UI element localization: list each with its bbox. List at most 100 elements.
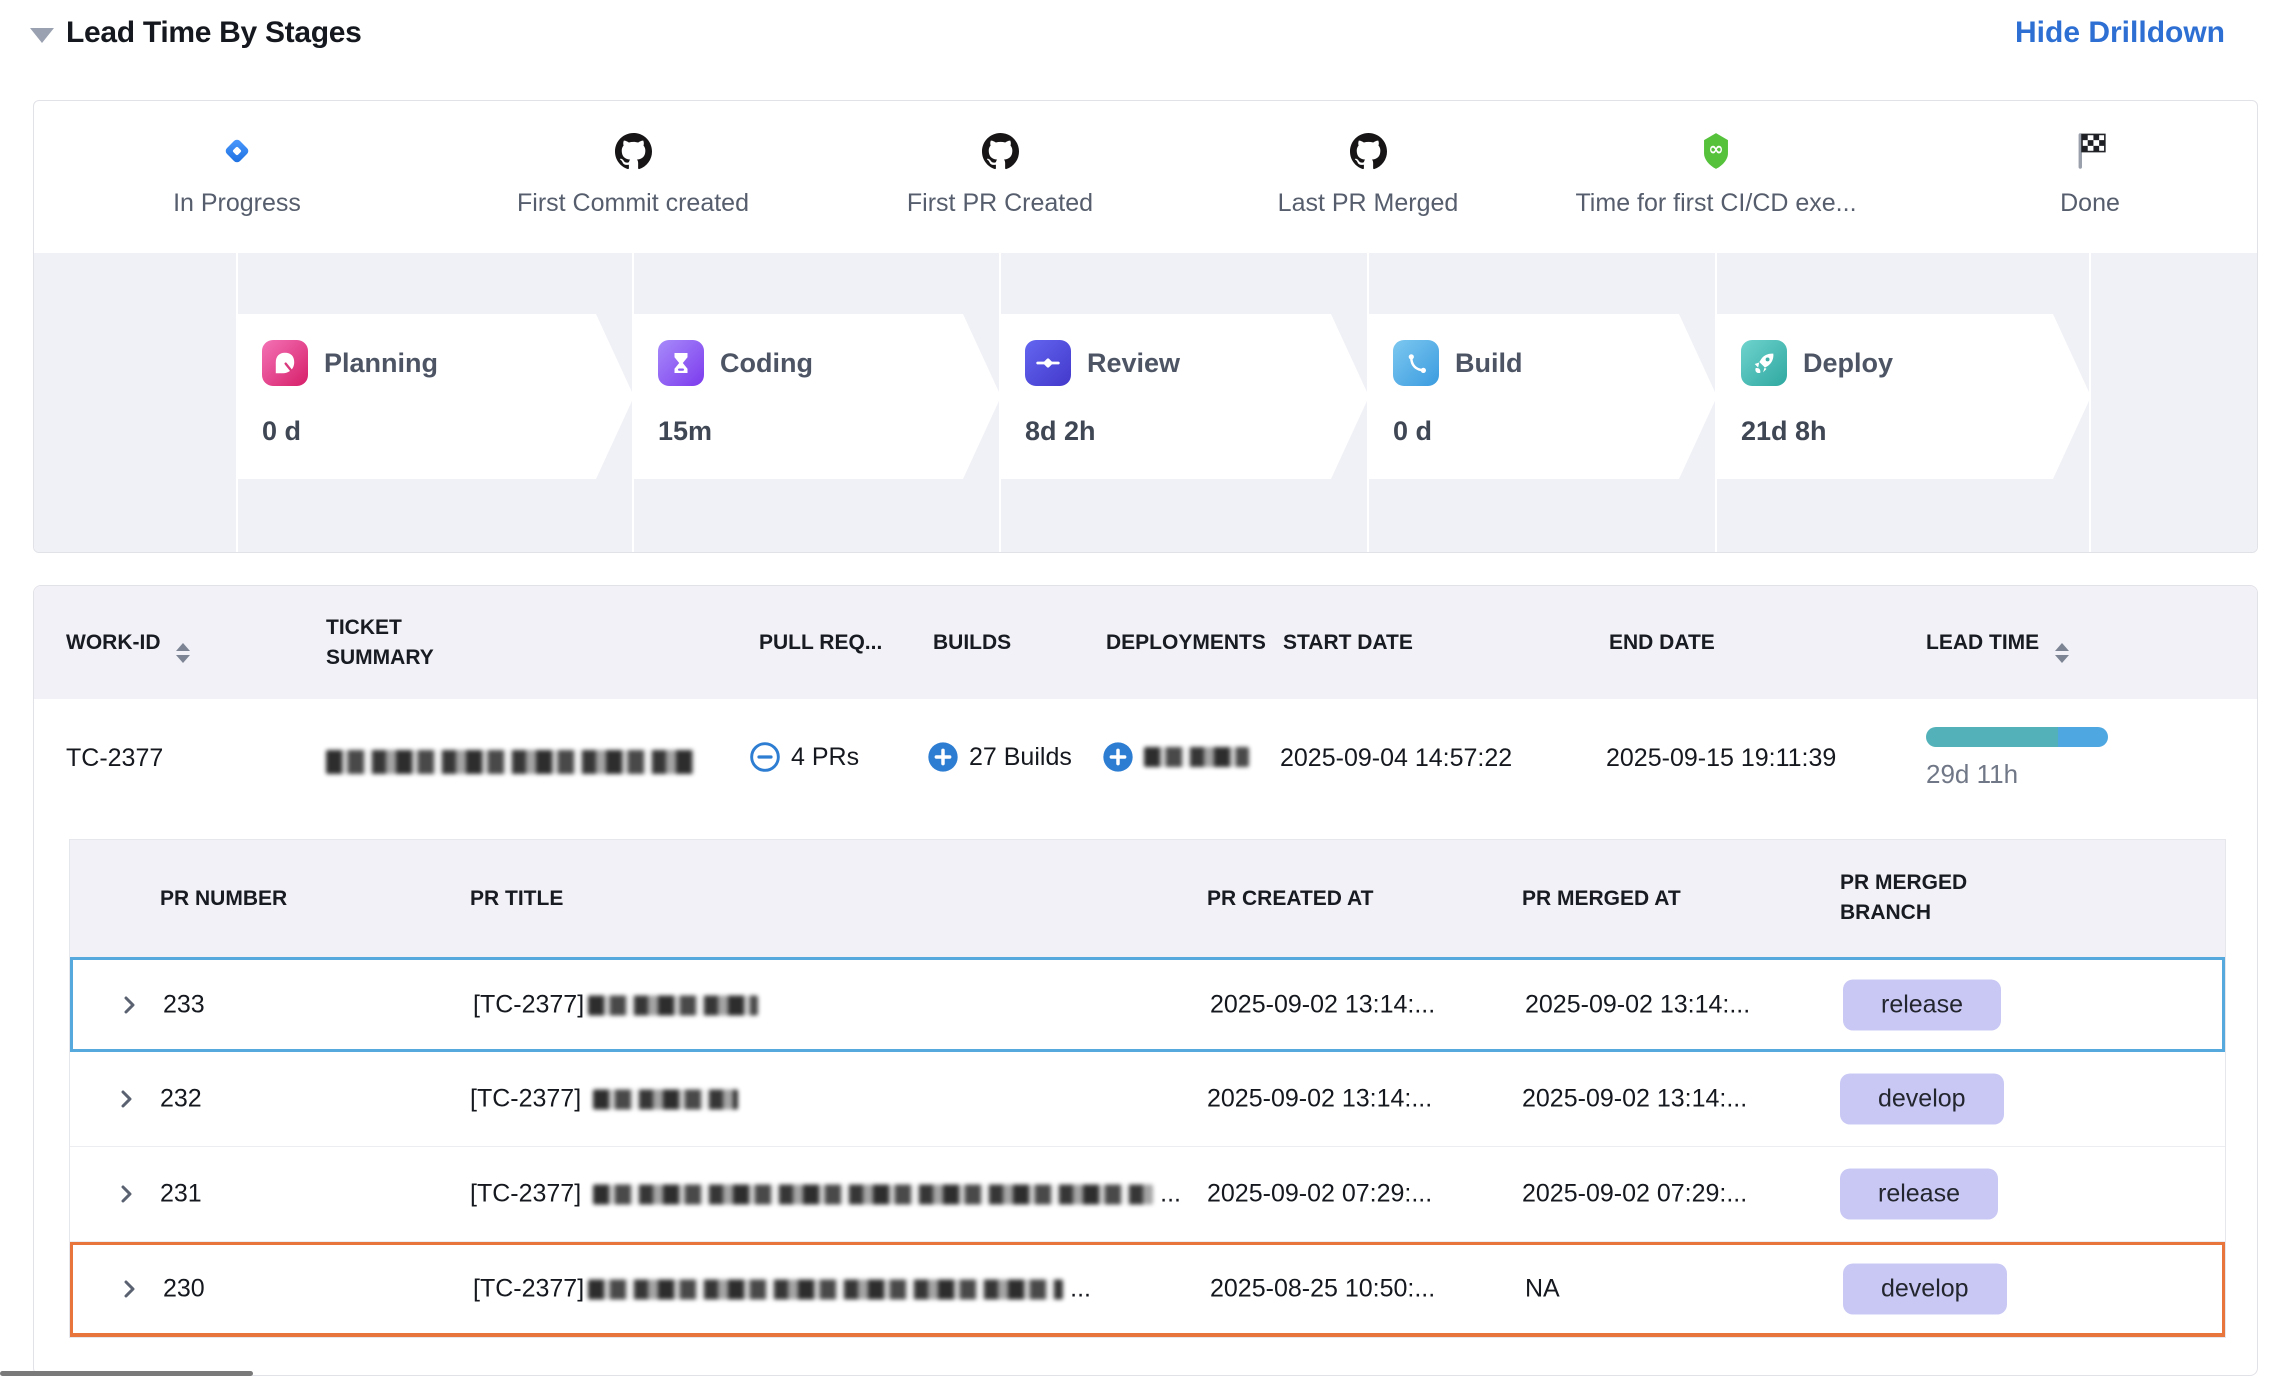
deploy-icon bbox=[1741, 340, 1787, 386]
finish-flag-icon bbox=[2074, 131, 2106, 171]
column-header-pr-merged-at: PR MERGED AT bbox=[1522, 884, 1681, 914]
stage-duration: 0 d bbox=[262, 416, 634, 447]
milestone-first-commit: First Commit created bbox=[423, 131, 843, 218]
lead-time-stages-panel: In Progress First Commit created First P… bbox=[33, 100, 2258, 553]
milestone-first-pr: First PR Created bbox=[790, 131, 1210, 218]
stage-duration: 15m bbox=[658, 416, 1001, 447]
pr-merged-at: 2025-09-02 07:29:... bbox=[1522, 1180, 1747, 1209]
milestone-cicd: ∞ Time for first CI/CD exe... bbox=[1506, 131, 1926, 218]
minus-circle-icon bbox=[749, 741, 781, 773]
column-header-pr-merged-branch: PR MERGED BRANCH bbox=[1840, 868, 2010, 928]
milestone-guide-line bbox=[999, 253, 1001, 552]
github-icon bbox=[1350, 131, 1387, 171]
pr-row-233[interactable]: 233 [TC-2377] 2025-09-02 13:14:... 2025-… bbox=[70, 957, 2225, 1052]
pr-merged-branch-badge: release bbox=[1840, 1169, 1998, 1220]
pr-title: [TC-2377] bbox=[473, 990, 758, 1019]
pr-created-at: 2025-09-02 13:14:... bbox=[1207, 1085, 1432, 1114]
milestone-guide-line bbox=[1367, 253, 1369, 552]
milestone-guide-line bbox=[2089, 253, 2091, 552]
pr-merged-at: 2025-09-02 13:14:... bbox=[1522, 1085, 1747, 1114]
ticket-summary-redacted bbox=[326, 747, 694, 776]
pr-number: 233 bbox=[163, 990, 205, 1019]
start-date-value: 2025-09-04 14:57:22 bbox=[1280, 744, 1512, 773]
milestone-guide-line bbox=[632, 253, 634, 552]
github-icon bbox=[982, 131, 1019, 171]
plus-circle-icon bbox=[927, 741, 959, 773]
column-header-work-id: WORK-ID bbox=[66, 628, 190, 663]
stage-duration: 8d 2h bbox=[1025, 416, 1369, 447]
deployments-redacted bbox=[1144, 747, 1249, 767]
column-header-pr-title: PR TITLE bbox=[470, 884, 563, 914]
work-id-value: TC-2377 bbox=[66, 744, 163, 773]
collapse-triangle-icon[interactable] bbox=[30, 28, 54, 43]
pr-merged-branch-badge: develop bbox=[1843, 1264, 2007, 1315]
jira-status-icon bbox=[218, 131, 256, 171]
stage-card-coding: Coding 15m bbox=[634, 314, 1001, 479]
stages-track: Planning 0 d Coding 15m bbox=[34, 253, 2257, 552]
github-icon bbox=[615, 131, 652, 171]
lead-time-cell: 29d 11h bbox=[1926, 727, 2108, 790]
pr-number: 232 bbox=[160, 1085, 202, 1114]
stage-duration: 21d 8h bbox=[1741, 416, 2091, 447]
pr-row-232[interactable]: 232 [TC-2377] 2025-09-02 13:14:... 2025-… bbox=[70, 1052, 2225, 1147]
section-header: Lead Time By Stages Hide Drilldown bbox=[30, 14, 2225, 60]
column-header-pr-number: PR NUMBER bbox=[160, 884, 287, 914]
hide-drilldown-link[interactable]: Hide Drilldown bbox=[2015, 16, 2225, 50]
cicd-icon: ∞ bbox=[1699, 131, 1733, 171]
column-header-deployments: DEPLOYMENTS bbox=[1106, 628, 1266, 658]
stage-card-build: Build 0 d bbox=[1369, 314, 1717, 479]
stage-card-planning: Planning 0 d bbox=[238, 314, 634, 479]
deployments-toggle[interactable] bbox=[1102, 741, 1249, 773]
column-header-lead-time: LEAD TIME bbox=[1926, 628, 2069, 663]
planning-icon bbox=[262, 340, 308, 386]
sort-work-id-button[interactable] bbox=[176, 643, 190, 663]
svg-text:∞: ∞ bbox=[1708, 139, 1723, 160]
plus-circle-icon bbox=[1102, 741, 1134, 773]
column-header-builds: BUILDS bbox=[933, 628, 1011, 658]
pr-merged-branch-badge: release bbox=[1843, 979, 2001, 1030]
column-header-start-date: START DATE bbox=[1283, 628, 1413, 658]
column-header-pr-created-at: PR CREATED AT bbox=[1207, 884, 1373, 914]
pr-merged-branch-badge: develop bbox=[1840, 1074, 2004, 1125]
lead-bar-teal-segment bbox=[1926, 727, 2058, 747]
milestone-guide-line bbox=[1715, 253, 1717, 552]
sort-lead-time-button[interactable] bbox=[2055, 643, 2069, 663]
pr-title: [TC-2377] ... bbox=[473, 1275, 1091, 1304]
stage-card-review: Review 8d 2h bbox=[1001, 314, 1369, 479]
milestone-guide-line bbox=[236, 253, 238, 552]
stage-card-deploy: Deploy 21d 8h bbox=[1717, 314, 2091, 479]
coding-icon bbox=[658, 340, 704, 386]
pr-merged-at: 2025-09-02 13:14:... bbox=[1525, 990, 1750, 1019]
lead-time-value: 29d 11h bbox=[1926, 759, 2108, 790]
pr-row-230[interactable]: 230 [TC-2377] ... 2025-08-25 10:50:... N… bbox=[70, 1242, 2225, 1337]
work-items-table: WORK-ID TICKET SUMMARY PULL REQ... BUILD… bbox=[33, 585, 2258, 1376]
pr-title: [TC-2377] ... bbox=[470, 1180, 1181, 1209]
stage-duration: 0 d bbox=[1393, 416, 1717, 447]
milestone-done: Done bbox=[1880, 131, 2258, 218]
column-header-pull-requests: PULL REQ... bbox=[759, 628, 882, 658]
expand-row-chevron-icon[interactable] bbox=[114, 1087, 138, 1111]
column-header-ticket-summary: TICKET SUMMARY bbox=[326, 613, 506, 673]
pr-merged-at: NA bbox=[1525, 1275, 1560, 1304]
pr-title: [TC-2377] bbox=[470, 1085, 738, 1114]
pr-row-231[interactable]: 231 [TC-2377] ... 2025-09-02 07:29:... 2… bbox=[70, 1147, 2225, 1242]
horizontal-scrollbar-thumb[interactable] bbox=[0, 1371, 253, 1376]
column-header-end-date: END DATE bbox=[1609, 628, 1715, 658]
expand-row-chevron-icon[interactable] bbox=[117, 1277, 141, 1301]
lead-time-bar bbox=[1926, 727, 2108, 747]
pr-table-header: PR NUMBER PR TITLE PR CREATED AT PR MERG… bbox=[70, 840, 2225, 957]
expand-row-chevron-icon[interactable] bbox=[114, 1182, 138, 1206]
pr-created-at: 2025-09-02 13:14:... bbox=[1210, 990, 1435, 1019]
expand-row-chevron-icon[interactable] bbox=[117, 993, 141, 1017]
work-table-header: WORK-ID TICKET SUMMARY PULL REQ... BUILD… bbox=[34, 586, 2257, 699]
pr-table: PR NUMBER PR TITLE PR CREATED AT PR MERG… bbox=[69, 839, 2226, 1338]
milestone-in-progress: In Progress bbox=[33, 131, 447, 218]
builds-toggle[interactable]: 27 Builds bbox=[927, 741, 1072, 773]
pull-requests-toggle[interactable]: 4 PRs bbox=[749, 741, 859, 773]
review-icon bbox=[1025, 340, 1071, 386]
work-item-row: TC-2377 4 PRs 27 Builds bbox=[34, 699, 2257, 819]
end-date-value: 2025-09-15 19:11:39 bbox=[1606, 744, 1836, 773]
build-icon bbox=[1393, 340, 1439, 386]
lead-time-drilldown-page: Lead Time By Stages Hide Drilldown In Pr… bbox=[0, 0, 2291, 1376]
lead-bar-blue-segment bbox=[2058, 727, 2108, 747]
